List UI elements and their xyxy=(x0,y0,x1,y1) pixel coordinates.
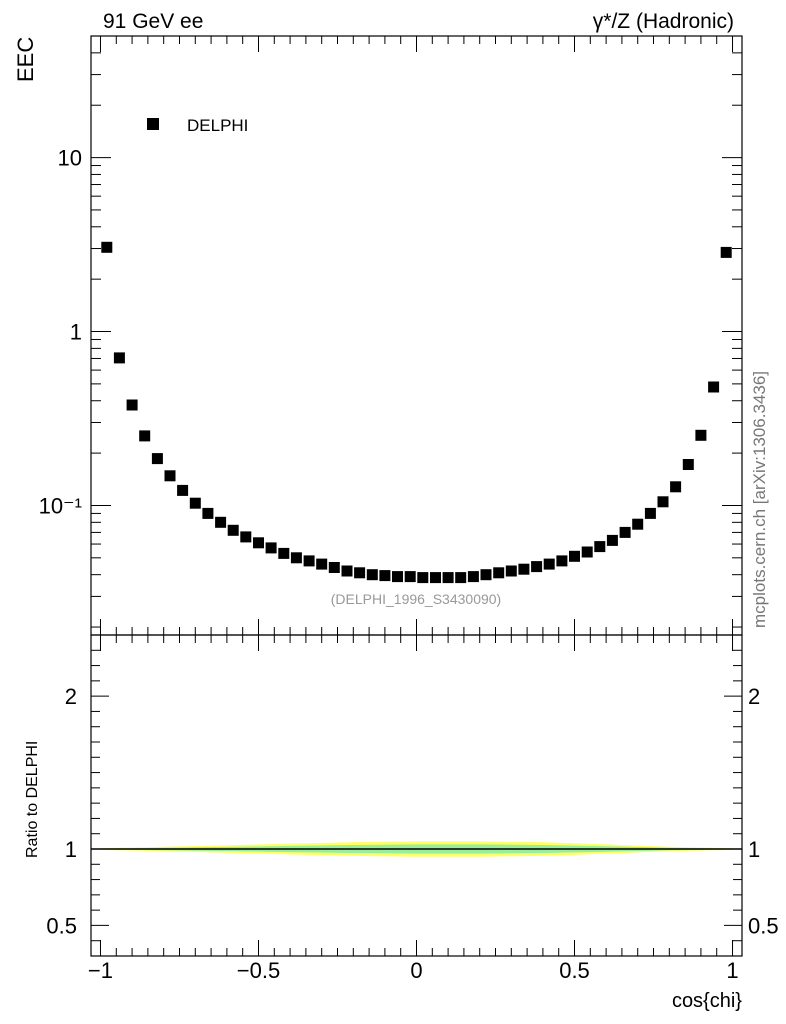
data-point xyxy=(708,381,720,393)
data-point xyxy=(619,526,631,538)
data-point xyxy=(328,562,340,573)
ratio-y-tick-label-right: 1 xyxy=(748,837,760,862)
y-axis-label-main: EEC xyxy=(13,37,38,82)
data-point xyxy=(594,541,606,553)
data-point xyxy=(253,537,264,549)
ratio-y-tick-label-left: 0.5 xyxy=(46,913,77,938)
data-point xyxy=(581,546,593,558)
data-point xyxy=(189,497,201,509)
ratio-y-tick-label-right: 0.5 xyxy=(748,913,779,938)
data-point xyxy=(215,516,227,528)
data-point xyxy=(290,552,302,564)
legend-marker xyxy=(147,118,159,130)
data-point xyxy=(341,565,353,577)
ratio-uncertainty-bands xyxy=(91,841,742,857)
data-point xyxy=(392,571,403,583)
data-point xyxy=(480,569,492,581)
axis-tick-labels: 10 1 10⁻¹ 2 2 1 1 0.5 0.5 −1 −0.5 0 0.5 1 xyxy=(39,146,779,983)
data-point xyxy=(240,531,252,543)
main-y-tick-label: 10⁻¹ xyxy=(39,493,82,518)
analysis-reference: (DELPHI_1996_S3430090) xyxy=(331,591,501,607)
x-tick-label: −1 xyxy=(88,958,113,983)
data-point xyxy=(644,507,656,519)
data-point xyxy=(354,567,366,579)
data-point xyxy=(404,571,416,583)
data-point xyxy=(126,399,138,411)
data-point xyxy=(632,518,644,530)
x-tick-label: 0 xyxy=(410,958,422,983)
axis-ticks xyxy=(91,35,742,956)
ratio-panel-frame xyxy=(90,634,743,957)
data-point xyxy=(379,570,391,582)
plot-frames xyxy=(90,35,743,957)
main-y-tick-label: 10 xyxy=(58,146,82,171)
legend-label: DELPHI xyxy=(187,116,248,135)
header-right: γ*/Z (Hadronic) xyxy=(593,10,734,33)
data-point xyxy=(682,459,694,470)
data-point xyxy=(531,561,543,573)
data-point xyxy=(202,507,214,519)
ratio-y-tick-label-left: 2 xyxy=(65,684,77,709)
data-point xyxy=(493,567,505,579)
data-point xyxy=(505,565,517,577)
data-point xyxy=(101,241,113,253)
data-point xyxy=(556,555,568,567)
data-point xyxy=(430,572,441,584)
data-markers xyxy=(101,241,732,584)
data-point xyxy=(164,470,176,482)
data-point xyxy=(113,352,125,364)
data-point xyxy=(366,569,378,581)
header-left: 91 GeV ee xyxy=(103,10,203,33)
data-point xyxy=(518,563,530,575)
data-point xyxy=(303,555,315,567)
data-point xyxy=(151,453,163,465)
data-point xyxy=(543,558,555,570)
ratio-y-tick-label-left: 1 xyxy=(65,837,77,862)
x-tick-label: −0.5 xyxy=(237,958,280,983)
data-point xyxy=(316,558,328,570)
data-point xyxy=(417,572,429,584)
data-point xyxy=(695,429,707,441)
data-point xyxy=(139,430,151,442)
ratio-y-tick-label-right: 2 xyxy=(748,684,760,709)
data-point xyxy=(442,572,454,584)
data-point xyxy=(569,550,580,562)
x-tick-label: 1 xyxy=(726,958,738,983)
data-point xyxy=(657,496,669,508)
data-point xyxy=(455,572,467,584)
data-point xyxy=(278,547,290,559)
data-point xyxy=(606,534,618,546)
data-point xyxy=(670,481,682,493)
data-point xyxy=(467,571,479,583)
watermark: mcplots.cern.ch [arXiv:1306.3436] xyxy=(750,371,769,628)
data-point xyxy=(177,484,189,496)
data-point xyxy=(265,542,277,554)
data-point xyxy=(720,246,732,258)
data-point xyxy=(227,524,239,536)
x-tick-label: 0.5 xyxy=(559,958,590,983)
x-axis-label: cos{chi} xyxy=(672,990,742,1012)
main-y-tick-label: 1 xyxy=(70,320,82,345)
y-axis-label-ratio: Ratio to DELPHI xyxy=(24,741,41,858)
